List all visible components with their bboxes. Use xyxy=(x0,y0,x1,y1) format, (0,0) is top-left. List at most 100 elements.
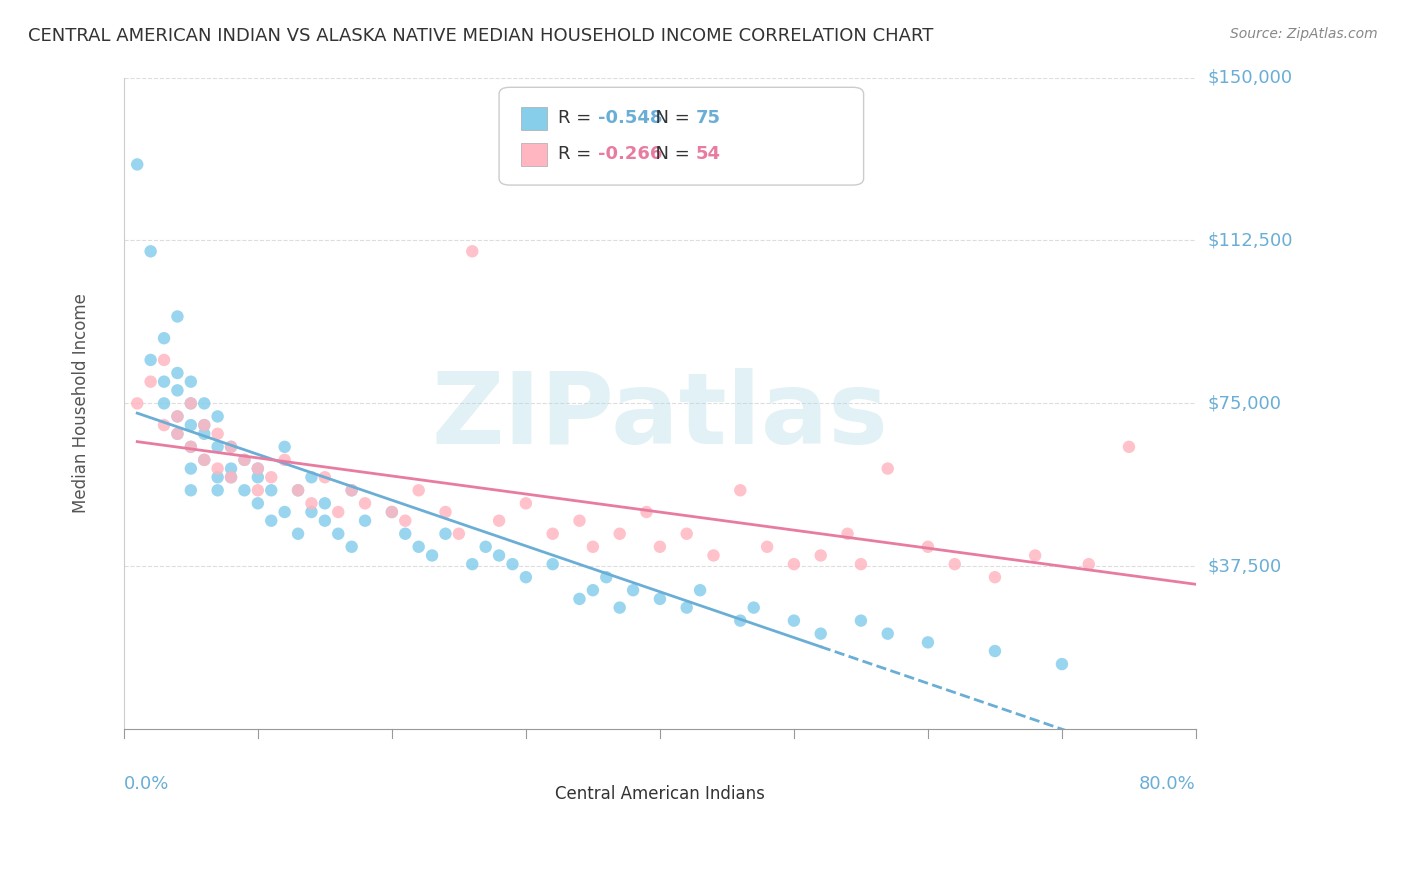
Point xyxy=(582,583,605,598)
Point xyxy=(219,440,242,454)
Point xyxy=(260,514,283,528)
Text: N =: N = xyxy=(644,145,696,162)
Point xyxy=(193,418,215,433)
Point xyxy=(917,540,939,554)
Point xyxy=(501,557,523,571)
Point xyxy=(287,483,309,498)
Point xyxy=(434,505,457,519)
Point xyxy=(984,570,1007,584)
Point xyxy=(420,549,443,563)
Point xyxy=(273,453,295,467)
Point xyxy=(207,426,229,441)
Point xyxy=(461,557,484,571)
Point xyxy=(837,526,859,541)
Point xyxy=(328,526,350,541)
Point xyxy=(381,505,404,519)
Point xyxy=(233,453,256,467)
Point xyxy=(166,426,188,441)
Point xyxy=(849,557,872,571)
Point xyxy=(180,461,202,475)
Point xyxy=(166,409,188,424)
Point xyxy=(595,570,617,584)
Point xyxy=(609,526,631,541)
Point xyxy=(153,375,176,389)
Point xyxy=(381,505,404,519)
Point xyxy=(260,483,283,498)
Text: R =: R = xyxy=(558,145,598,162)
Text: ZIPatlas: ZIPatlas xyxy=(432,368,889,465)
Text: 80.0%: 80.0% xyxy=(1139,775,1197,793)
Point xyxy=(675,600,697,615)
Text: -0.548: -0.548 xyxy=(598,109,662,127)
Point xyxy=(783,614,806,628)
Point xyxy=(756,540,779,554)
Point xyxy=(340,540,363,554)
Point xyxy=(730,614,752,628)
Point xyxy=(180,396,202,410)
Point xyxy=(301,470,323,484)
Point xyxy=(193,418,215,433)
Text: -0.266: -0.266 xyxy=(598,145,662,162)
Point xyxy=(166,366,188,380)
Point xyxy=(568,591,591,606)
Point xyxy=(166,384,188,398)
Point xyxy=(394,526,416,541)
FancyBboxPatch shape xyxy=(520,107,547,129)
Point xyxy=(193,453,215,467)
Point xyxy=(287,526,309,541)
Text: $112,500: $112,500 xyxy=(1208,231,1292,250)
Text: $75,000: $75,000 xyxy=(1208,394,1281,412)
Point xyxy=(488,549,510,563)
Point xyxy=(207,483,229,498)
Point xyxy=(742,600,765,615)
Point xyxy=(180,440,202,454)
Point xyxy=(810,626,832,640)
Point xyxy=(943,557,966,571)
Text: Median Household Income: Median Household Income xyxy=(72,293,90,513)
Point xyxy=(328,505,350,519)
Point xyxy=(273,440,295,454)
Point xyxy=(434,526,457,541)
Point xyxy=(207,461,229,475)
Point xyxy=(702,549,724,563)
Point xyxy=(783,557,806,571)
Point xyxy=(180,375,202,389)
Point xyxy=(193,396,215,410)
Point xyxy=(541,557,564,571)
Point xyxy=(876,461,898,475)
Point xyxy=(233,483,256,498)
Point xyxy=(207,470,229,484)
Point xyxy=(139,353,162,368)
Text: Source: ZipAtlas.com: Source: ZipAtlas.com xyxy=(1230,27,1378,41)
Text: CENTRAL AMERICAN INDIAN VS ALASKA NATIVE MEDIAN HOUSEHOLD INCOME CORRELATION CHA: CENTRAL AMERICAN INDIAN VS ALASKA NATIVE… xyxy=(28,27,934,45)
Point xyxy=(153,418,176,433)
Point xyxy=(394,514,416,528)
Point xyxy=(1050,657,1073,671)
FancyBboxPatch shape xyxy=(499,87,863,185)
Point xyxy=(1077,557,1099,571)
Point xyxy=(153,331,176,345)
Point xyxy=(166,426,188,441)
Point xyxy=(876,626,898,640)
Point xyxy=(287,483,309,498)
Point xyxy=(648,591,671,606)
Point xyxy=(730,483,752,498)
Point xyxy=(849,614,872,628)
Point xyxy=(488,514,510,528)
Text: $37,500: $37,500 xyxy=(1208,558,1281,575)
Text: N =: N = xyxy=(644,109,696,127)
Point xyxy=(636,505,658,519)
Point xyxy=(609,600,631,615)
Point xyxy=(314,496,336,510)
Point xyxy=(246,470,269,484)
Point xyxy=(689,583,711,598)
Point xyxy=(153,396,176,410)
Point xyxy=(354,514,377,528)
Point xyxy=(193,453,215,467)
Point xyxy=(127,396,149,410)
Point xyxy=(675,526,697,541)
Text: Central American Indians: Central American Indians xyxy=(555,785,765,803)
Point xyxy=(582,540,605,554)
Point xyxy=(180,396,202,410)
Point xyxy=(621,583,644,598)
